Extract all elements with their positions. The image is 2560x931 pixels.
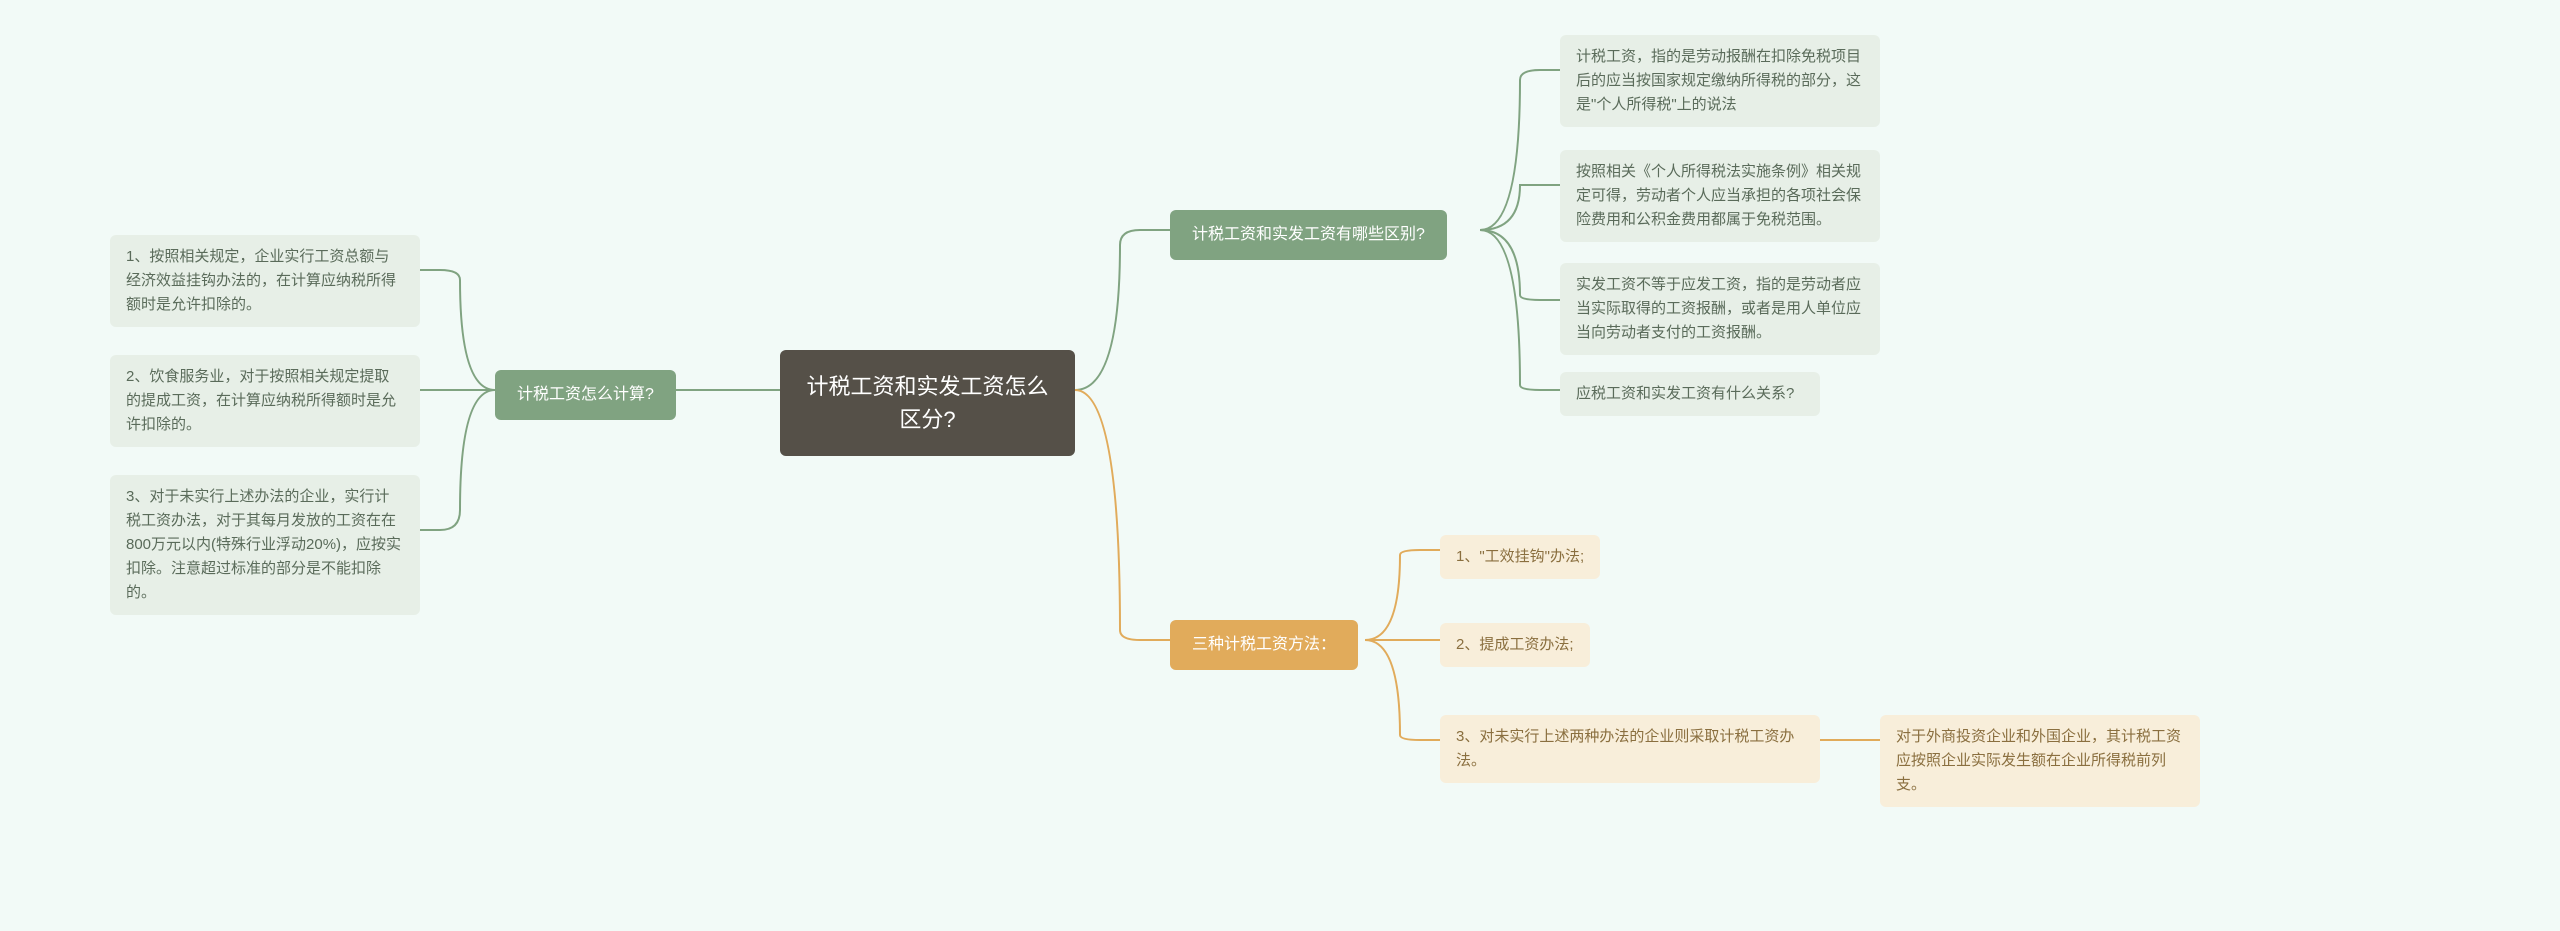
right2-leaf-1: 1、"工效挂钩"办法; xyxy=(1440,535,1600,579)
left-leaf-1: 1、按照相关规定，企业实行工资总额与经济效益挂钩办法的，在计算应纳税所得额时是允… xyxy=(110,235,420,327)
right2-leaf-3: 3、对未实行上述两种办法的企业则采取计税工资办法。 xyxy=(1440,715,1820,783)
right2-leaf-2: 2、提成工资办法; xyxy=(1440,623,1590,667)
right1-leaf-4: 应税工资和实发工资有什么关系? xyxy=(1560,372,1820,416)
left-leaf-2: 2、饮食服务业，对于按照相关规定提取的提成工资，在计算应纳税所得额时是允许扣除的… xyxy=(110,355,420,447)
right-branch-1: 计税工资和实发工资有哪些区别? xyxy=(1170,210,1447,260)
right1-leaf-3: 实发工资不等于应发工资，指的是劳动者应当实际取得的工资报酬，或者是用人单位应当向… xyxy=(1560,263,1880,355)
left-branch: 计税工资怎么计算? xyxy=(495,370,676,420)
right-branch-2: 三种计税工资方法： xyxy=(1170,620,1358,670)
right1-leaf-2: 按照相关《个人所得税法实施条例》相关规定可得，劳动者个人应当承担的各项社会保险费… xyxy=(1560,150,1880,242)
right1-leaf-1: 计税工资，指的是劳动报酬在扣除免税项目后的应当按国家规定缴纳所得税的部分，这是"… xyxy=(1560,35,1880,127)
right2-subleaf: 对于外商投资企业和外国企业，其计税工资应按照企业实际发生额在企业所得税前列支。 xyxy=(1880,715,2200,807)
left-leaf-3: 3、对于未实行上述办法的企业，实行计税工资办法，对于其每月发放的工资在在800万… xyxy=(110,475,420,615)
root-node: 计税工资和实发工资怎么区分? xyxy=(780,350,1075,456)
